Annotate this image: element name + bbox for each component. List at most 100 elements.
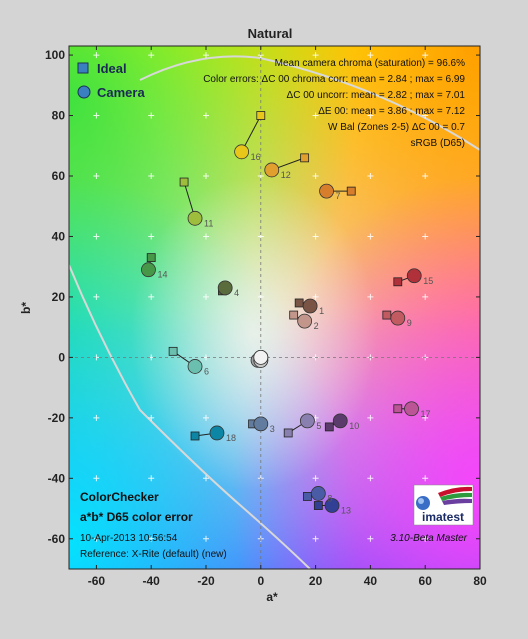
y-tick-label: -20: [48, 411, 66, 425]
grid-plus-marker: [93, 414, 100, 421]
camera-marker-1: [302, 298, 318, 314]
camera-marker-18: [209, 425, 225, 441]
camera-marker-14: [141, 262, 156, 278]
legend-camera-label: Camera: [97, 85, 145, 100]
grid-plus-marker: [422, 52, 429, 59]
grid-plus-marker: [93, 475, 100, 482]
grid-plus-marker: [203, 475, 209, 482]
chart-title: Natural: [248, 26, 293, 41]
grid-plus-marker: [148, 475, 155, 482]
grid-plus-marker: [203, 112, 209, 119]
grid-plus-marker: [203, 535, 209, 542]
grid-plus-marker: [93, 172, 100, 179]
camera-marker-16: [234, 144, 250, 160]
camera-marker-12: [264, 162, 280, 178]
gamut-overlay-mid: [69, 46, 480, 569]
legend: Ideal Camera: [77, 61, 145, 100]
y-tick-label: -40: [48, 471, 66, 485]
info-block: ColorChecker a*b* D65 color error 10-Apr…: [80, 490, 227, 560]
ideal-marker-10: [324, 422, 334, 432]
grid-plus-marker: [367, 112, 374, 119]
patch-label-5: 5: [316, 421, 321, 431]
patch-label-8: 8: [327, 493, 332, 503]
ideal-marker-18: [190, 431, 200, 441]
info-title: ColorChecker: [80, 490, 159, 504]
grid-plus-marker: [93, 233, 100, 240]
x-axis-label: a*: [266, 590, 278, 604]
stats-colorspace: sRGB (D65): [411, 138, 465, 149]
ideal-marker-15: [393, 277, 403, 287]
ideal-marker-1: [294, 298, 304, 308]
camera-marker-7: [319, 183, 334, 199]
ideal-marker-9: [382, 310, 392, 320]
camera-marker-6: [187, 359, 203, 374]
grid-plus-marker: [422, 475, 429, 482]
ideal-marker-2: [289, 310, 299, 320]
y-tick-label: 40: [52, 229, 66, 243]
camera-marker-15: [406, 268, 422, 284]
grid-plus-marker: [367, 172, 374, 179]
legend-camera-marker: [77, 85, 91, 99]
camera-marker-5: [299, 413, 315, 429]
ideal-marker-17: [393, 404, 403, 414]
camera-marker-3: [253, 416, 269, 432]
stats-chroma-corr: Color errors: ΔC 00 chroma corr: mean = …: [203, 74, 465, 85]
grid-plus-marker: [312, 233, 319, 240]
y-tick-label: 100: [45, 48, 65, 62]
stats-white-balance: W Bal (Zones 2-5) ΔC 00 = 0.7: [328, 122, 465, 133]
grid-plus-marker: [367, 414, 374, 421]
imatest-logo: imatest: [413, 484, 474, 526]
grid-plus-marker: [93, 535, 100, 542]
x-tick-label: -40: [143, 574, 161, 588]
grid-plus-marker: [367, 233, 374, 240]
grid-markers: [93, 52, 429, 542]
ideal-marker-7: [346, 186, 356, 196]
grid-plus-marker: [93, 293, 100, 300]
grid-plus-marker: [203, 172, 209, 179]
patch-label-11: 11: [204, 218, 213, 228]
patch-label-6: 6: [204, 366, 209, 376]
patch-label-2: 2: [314, 321, 319, 331]
grid-plus-marker: [148, 535, 155, 542]
x-tick-label: 60: [419, 574, 433, 588]
camera-marker-9: [390, 310, 406, 326]
info-date: 10-Apr-2013 10:56:54: [80, 533, 178, 544]
grid-plus-marker: [422, 172, 429, 179]
patch-label-14: 14: [157, 270, 167, 280]
x-tick-label: 80: [473, 574, 487, 588]
x-tick-label: -60: [88, 574, 106, 588]
grid-plus-marker: [422, 112, 429, 119]
grid-plus-marker: [312, 535, 319, 542]
grid-plus-marker: [367, 52, 374, 59]
patch-label-12: 12: [281, 170, 291, 180]
grid-plus-marker: [148, 233, 155, 240]
grid-plus-marker: [203, 414, 209, 421]
stats-uncorr: ΔC 00 uncorr: mean = 2.82 ; max = 7.01: [287, 90, 466, 101]
x-tick-label: -20: [197, 574, 215, 588]
grid-plus-marker: [148, 172, 155, 179]
ideal-marker-12: [300, 153, 310, 163]
grid-plus-marker: [148, 414, 155, 421]
patch-label-4: 4: [234, 288, 239, 298]
camera-marker-11: [187, 210, 203, 226]
grid-plus-marker: [312, 293, 319, 300]
grid-plus-marker: [422, 293, 429, 300]
grid-plus-marker: [93, 112, 100, 119]
ideal-marker-5: [283, 428, 293, 438]
grid-plus-marker: [312, 172, 319, 179]
plot-frame: [68, 45, 481, 570]
stats-panel: Mean camera chroma (saturation) = 96.6% …: [203, 58, 465, 149]
y-tick-label: 80: [52, 109, 66, 123]
grid-plus-marker: [148, 112, 155, 119]
ideal-marker-16: [256, 111, 266, 120]
patch-label-10: 10: [349, 421, 359, 431]
grid-plus-marker: [203, 293, 209, 300]
version-label: 3.10-Beta Master: [390, 533, 467, 544]
grid-plus-marker: [367, 475, 374, 482]
patch-label-9: 9: [407, 318, 412, 328]
y-tick-label: 60: [52, 169, 66, 183]
x-tick-label: 0: [257, 574, 264, 588]
